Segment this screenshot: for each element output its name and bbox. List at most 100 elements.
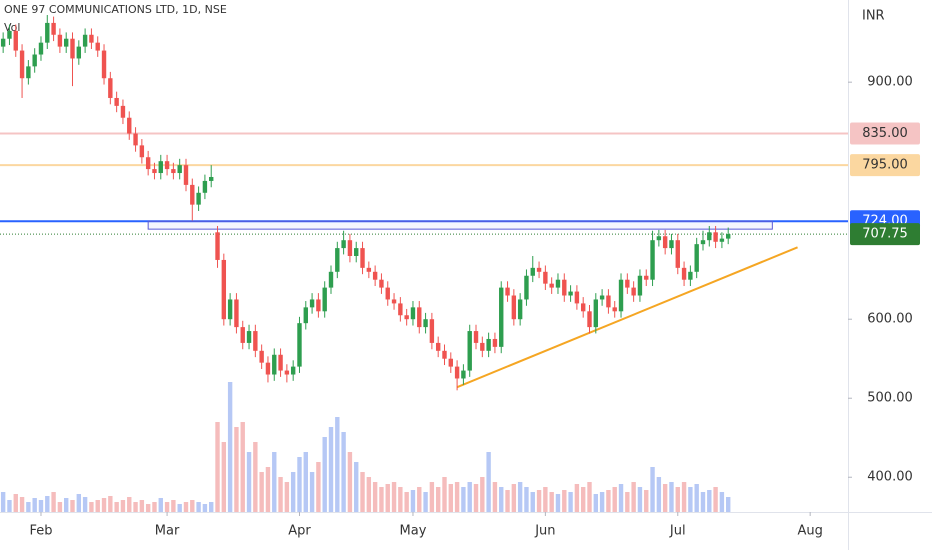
volume-bar [580,487,586,512]
volume-bar [278,477,283,512]
volume-bar [45,496,50,512]
candle-body [442,350,447,359]
candle-body [57,34,63,47]
candle-body [0,38,6,47]
candle-body [177,165,182,174]
candle-body [152,169,157,174]
candle-body [429,319,435,343]
volume-bar [492,482,498,512]
candle-body [385,287,390,300]
volume-bar [335,417,340,512]
candle-body [662,236,668,249]
candle-body [145,157,151,170]
volume-bar [454,482,460,512]
volume-bar [517,482,523,512]
candle-body [139,145,145,158]
candle-body [499,287,504,347]
volume-bar [328,427,334,512]
volume-bar [32,498,37,512]
volume-bar [574,484,580,512]
candle-body [587,311,592,328]
y-tick-label: 400.00 [867,470,913,485]
candle-body [19,50,25,79]
candle-body [372,271,378,280]
volume-bar [379,487,384,512]
candle-body [101,50,107,79]
candle-body [284,370,290,375]
volume-bar [108,496,113,512]
volume-bar [480,477,485,512]
candle-body [379,279,384,288]
volume-bar [152,502,157,512]
candle-body [454,366,460,379]
volume-bar [183,502,189,512]
volume-bar [120,500,126,512]
x-tick-label: Feb [29,524,52,539]
volume-bar [694,484,699,512]
candle-body [45,22,50,43]
candle-body [253,331,258,351]
chart-title: ONE 97 COMMUNICATIONS LTD, 1D, NSE [4,3,227,16]
volume-bar [625,492,630,512]
volume-bar [486,452,491,512]
candle-body [297,323,302,367]
volume-bar [114,502,119,512]
x-tick-label: Jul [669,524,686,539]
volume-bar [57,502,63,512]
candle-body [209,176,214,181]
candle-body [681,267,687,280]
volume-bar [675,487,680,512]
x-tick-label: May [400,524,427,539]
candle-body [618,279,624,312]
volume-bar [524,487,529,512]
candle-body [215,232,220,260]
volume-bar [562,490,567,512]
x-tick-label: Jun [534,524,555,539]
candle-body [246,331,252,343]
volume-bar [593,494,599,512]
candle-body [448,358,453,367]
candle-body [423,319,428,328]
volume-bar [719,492,725,512]
candle-body [656,236,662,241]
volume-label: Vol [4,21,20,34]
candle-body [524,275,529,300]
volume-bar [385,484,390,512]
candle-body [562,279,567,296]
volume-bar [700,492,706,512]
candle-body [631,287,636,296]
candle-body [171,169,176,174]
volume-bar [404,492,409,512]
candle-body [76,46,82,59]
candle-body [669,240,674,249]
y-tick-label: 900.00 [867,75,913,90]
volume-bar [461,487,466,512]
candle-body [473,331,479,343]
candle-body [89,34,94,43]
volume-bar [644,490,649,512]
volume-bar [688,487,693,512]
volume-bar [89,502,94,512]
volume-bar [599,492,605,512]
volume-bar [51,492,56,512]
volume-bar [253,442,258,512]
volume-bar [76,494,82,512]
volume-bar [70,500,75,512]
volume-bar [681,482,687,512]
volume-bar [209,502,214,512]
candle-body [38,42,44,55]
candle-body [13,30,18,51]
volume-bar [0,492,6,512]
volume-bar [637,487,643,512]
candle-body [227,299,233,320]
volume-bar [391,482,397,512]
volume-bar [606,490,611,512]
volume-bar [297,457,302,512]
volume-bar [543,487,548,512]
volume-bar [618,484,624,512]
candle-body [158,161,163,174]
volume-bar [272,452,277,512]
volume-bar [713,487,718,512]
volume-bar [82,497,88,512]
candle-body [240,327,245,343]
